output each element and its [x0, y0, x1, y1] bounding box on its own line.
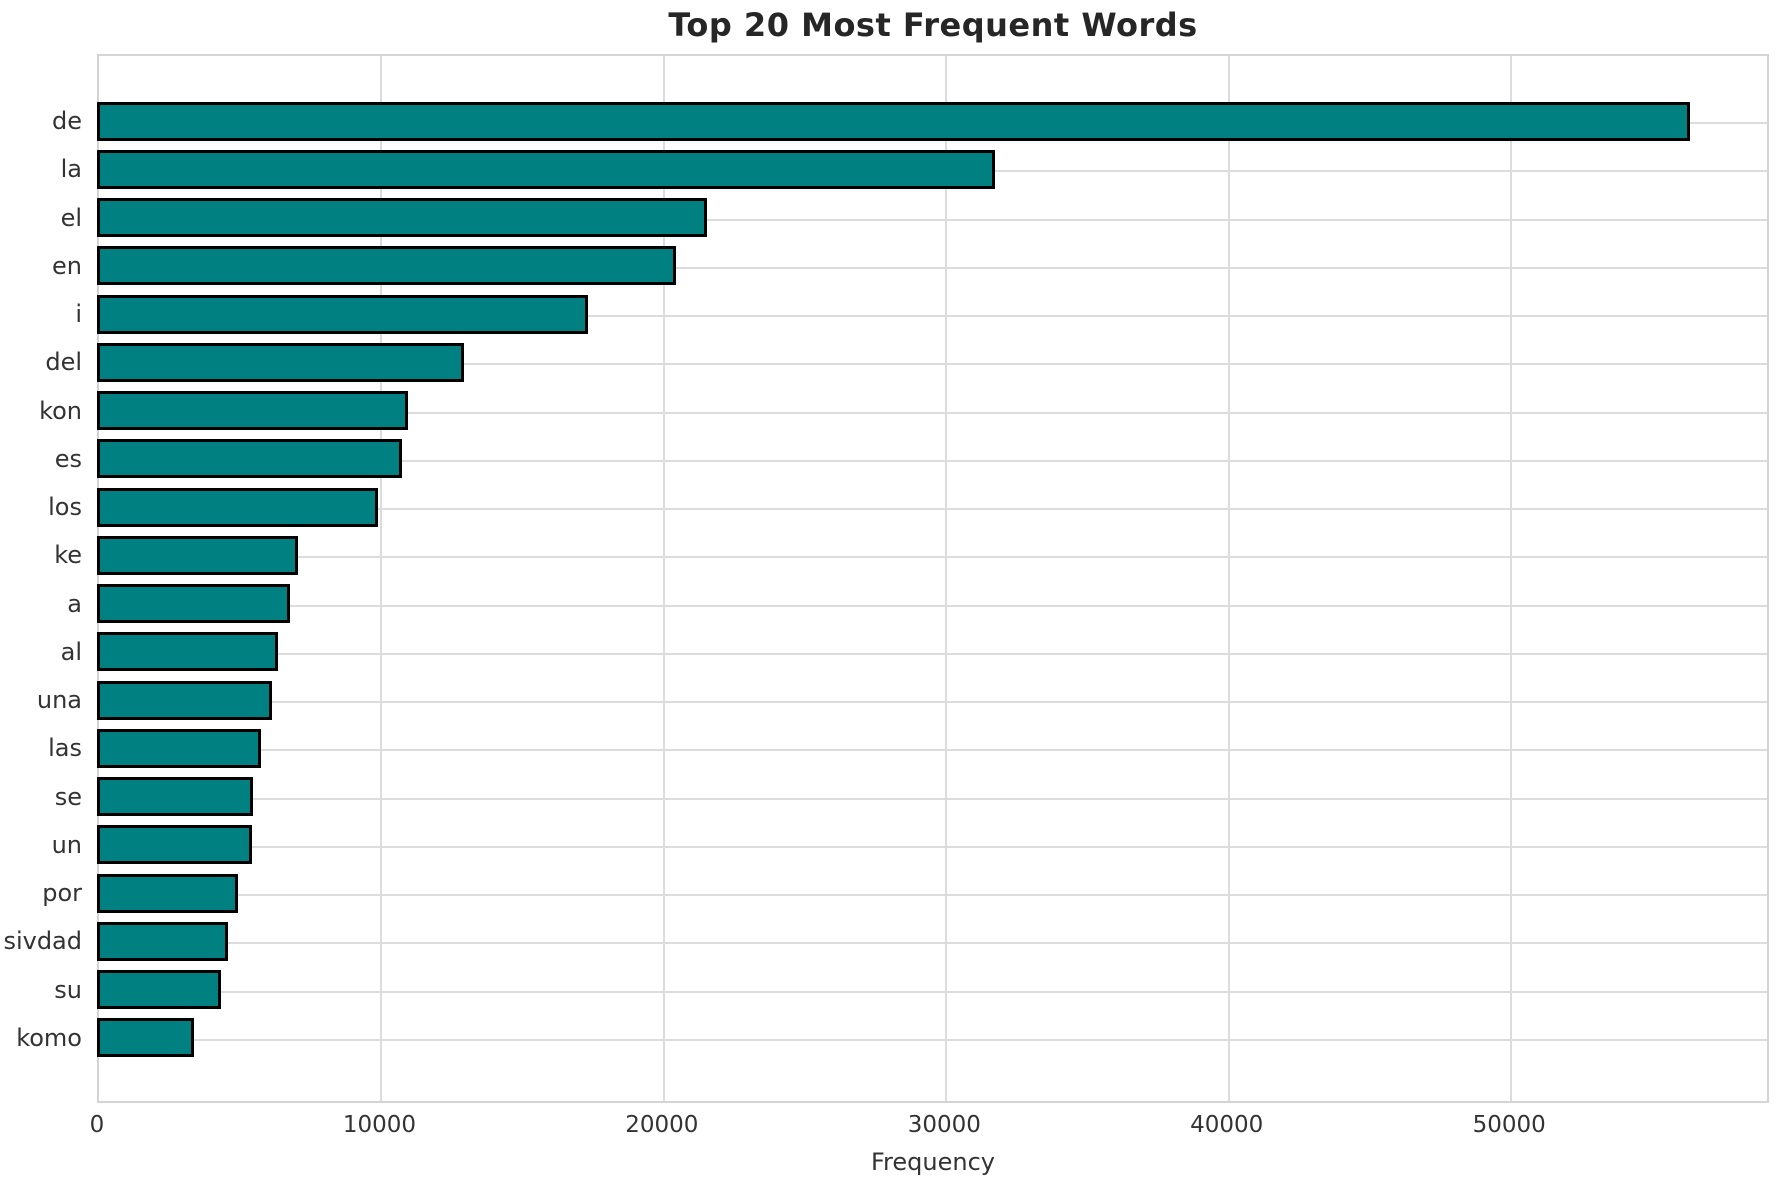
bar-una: [97, 680, 272, 720]
y-gridline: [99, 990, 1767, 993]
y-gridline: [99, 218, 1767, 221]
bar-al: [97, 632, 278, 672]
y-gridline: [99, 508, 1767, 510]
bar-por: [97, 873, 238, 913]
y-gridline: [99, 942, 1767, 945]
y-tick-label-de: de: [52, 107, 82, 135]
x-gridline: [945, 56, 948, 1101]
bar-komo: [97, 1018, 194, 1058]
y-tick-label-se: se: [54, 782, 82, 811]
x-tick-label-20000: 20000: [625, 1112, 699, 1138]
y-tick-label-komo: komo: [16, 1023, 82, 1052]
bar-es: [97, 439, 402, 479]
y-gridline: [99, 315, 1767, 317]
y-tick-label-i: i: [75, 300, 82, 328]
x-gridline: [1227, 56, 1230, 1101]
y-tick-label-sivdad: sivdad: [3, 927, 82, 956]
y-tick-label-al: al: [60, 637, 82, 666]
y-tick-label-del: del: [45, 348, 82, 377]
y-tick-label-un: un: [51, 830, 82, 859]
bar-el: [97, 198, 707, 237]
bar-sivdad: [97, 921, 228, 961]
y-tick-label-el: el: [60, 203, 82, 232]
bar-a: [97, 584, 290, 623]
y-tick-label-a: a: [67, 589, 82, 618]
y-gridline: [99, 845, 1767, 848]
y-gridline: [99, 556, 1767, 559]
bar-las: [97, 728, 261, 768]
bar-un: [97, 825, 252, 865]
y-gridline: [99, 604, 1767, 607]
x-tick-label-0: 0: [89, 1112, 105, 1138]
y-tick-label-las: las: [48, 734, 82, 763]
y-gridline: [99, 266, 1767, 269]
y-tick-label-por: por: [42, 879, 82, 907]
x-tick-label-10000: 10000: [342, 1112, 416, 1138]
y-gridline: [99, 1038, 1767, 1041]
y-tick-label-una: una: [36, 686, 82, 714]
bar-de: [97, 101, 1690, 141]
y-gridline: [99, 749, 1767, 752]
y-tick-label-la: la: [60, 155, 82, 184]
bar-kon: [97, 391, 408, 430]
x-gridline: [1510, 56, 1513, 1101]
y-gridline: [99, 797, 1767, 800]
y-gridline: [99, 701, 1767, 703]
bar-en: [97, 246, 676, 286]
bar-i: [97, 294, 588, 334]
bar-la: [97, 149, 995, 189]
y-gridline: [99, 894, 1767, 896]
x-tick-label-50000: 50000: [1472, 1112, 1546, 1138]
bar-los: [97, 487, 378, 527]
x-tick-label-30000: 30000: [907, 1112, 981, 1138]
y-tick-label-kon: kon: [39, 396, 82, 425]
bar-del: [97, 342, 464, 382]
y-gridline: [99, 459, 1767, 462]
bar-se: [97, 777, 253, 816]
x-gridline: [380, 56, 383, 1101]
y-gridline: [99, 411, 1767, 414]
x-tick-label-40000: 40000: [1190, 1112, 1264, 1138]
chart-title: Top 20 Most Frequent Words: [668, 6, 1198, 44]
y-tick-label-los: los: [48, 493, 82, 521]
y-gridline: [99, 652, 1767, 655]
y-tick-label-su: su: [54, 975, 82, 1004]
y-tick-label-es: es: [54, 444, 82, 473]
y-tick-label-en: en: [52, 251, 82, 280]
y-tick-label-ke: ke: [54, 541, 82, 570]
bar-su: [97, 970, 221, 1009]
x-gridline: [662, 56, 665, 1101]
y-gridline: [99, 363, 1767, 366]
x-axis-label: Frequency: [871, 1148, 995, 1176]
bar-ke: [97, 535, 298, 575]
